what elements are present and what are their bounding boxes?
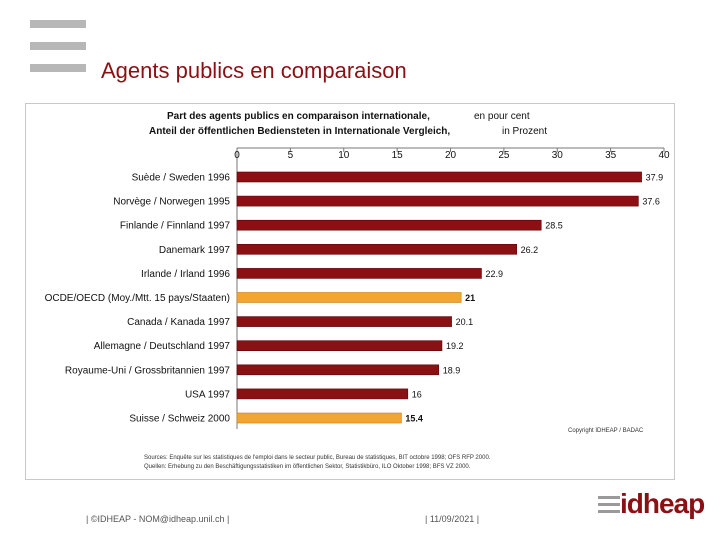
x-tick-label: 25 <box>498 150 510 161</box>
chart-copyright: Copyright IDHEAP / BADAC <box>568 428 644 434</box>
value-label: 22.9 <box>485 269 503 279</box>
category-label: Suisse / Schweiz 2000 <box>129 414 230 425</box>
slide-title: Agents publics en comparaison <box>101 58 407 83</box>
bar <box>236 171 642 183</box>
footer-contact: | ©IDHEAP - NOM@idheap.unil.ch | <box>86 514 230 524</box>
chart-sources-fr: Sources: Enquête sur les statistiques de… <box>144 455 491 461</box>
category-label: Danemark 1997 <box>159 245 231 256</box>
value-label: 26.2 <box>521 245 539 255</box>
bar <box>236 412 402 424</box>
brand-name: idheap <box>620 488 705 519</box>
value-label: 15.4 <box>405 414 423 424</box>
x-tick-label: 5 <box>288 150 294 161</box>
bar <box>236 292 462 303</box>
logo-bars <box>30 20 86 86</box>
bar-chart: Part des agents publics en comparaison i… <box>45 111 670 470</box>
x-tick-label: 30 <box>552 150 564 161</box>
category-label: Allemagne / Deutschland 1997 <box>94 341 231 352</box>
x-tick-label: 15 <box>392 150 404 161</box>
category-label: USA 1997 <box>185 389 230 400</box>
chart-title-fr-suffix: en pour cent <box>474 111 530 122</box>
category-label: Suède / Sweden 1996 <box>132 173 231 184</box>
value-label: 20.1 <box>456 317 474 327</box>
bar <box>236 316 452 327</box>
category-label: Canada / Kanada 1997 <box>127 317 230 328</box>
category-label: OCDE/OECD (Moy./Mtt. 15 pays/Staaten) <box>45 293 230 304</box>
x-tick-label: 10 <box>338 150 350 161</box>
value-label: 28.5 <box>545 221 563 231</box>
chart-title-de-suffix: in Prozent <box>502 126 547 137</box>
bar <box>236 388 409 400</box>
chart-frame: Part des agents publics en comparaison i… <box>25 103 675 480</box>
footer-date: | 11/09/2021 | <box>425 514 480 524</box>
x-tick-label: 20 <box>445 150 457 161</box>
x-tick-label: 40 <box>658 150 670 161</box>
brand-lines <box>598 496 620 517</box>
bar <box>236 364 440 376</box>
logo-bar <box>30 20 86 28</box>
bar <box>236 340 443 351</box>
bar <box>236 195 639 207</box>
logo-bar <box>30 64 86 72</box>
chart-sources-de: Quellen: Erhebung zu den Beschäftigungss… <box>144 464 471 470</box>
value-label: 19.2 <box>446 341 464 351</box>
chart-title-fr: Part des agents publics en comparaison i… <box>167 111 430 122</box>
category-label: Norvège / Norwegen 1995 <box>113 197 230 208</box>
brand-logo: idheap <box>598 488 705 522</box>
category-label: Royaume-Uni / Grossbritannien 1997 <box>65 365 231 376</box>
x-tick-label: 0 <box>234 150 240 161</box>
value-label: 37.6 <box>642 197 660 207</box>
chart-title-de: Anteil der öffentlichen Bediensteten in … <box>149 126 450 137</box>
value-label: 37.9 <box>646 173 664 183</box>
value-label: 16 <box>412 389 422 399</box>
bar <box>236 219 542 231</box>
x-tick-label: 35 <box>605 150 617 161</box>
category-label: Irlande / Irland 1996 <box>141 269 230 280</box>
logo-bar <box>30 42 86 50</box>
bar <box>236 244 517 255</box>
value-label: 18.9 <box>443 365 461 375</box>
bar <box>236 268 482 279</box>
category-label: Finlande / Finnland 1997 <box>120 221 231 232</box>
value-label: 21 <box>465 293 475 303</box>
